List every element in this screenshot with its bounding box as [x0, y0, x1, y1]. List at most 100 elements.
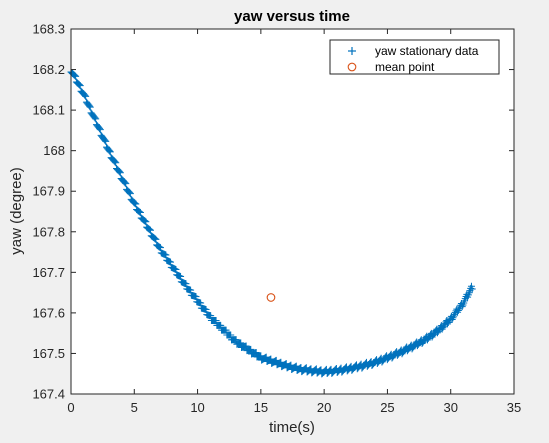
x-tick-label: 25 — [380, 400, 394, 415]
axes-box — [70, 28, 515, 395]
x-tick-label: 15 — [254, 400, 268, 415]
data-point-plus — [92, 115, 100, 123]
x-axis-label: time(s) — [269, 419, 315, 436]
data-point-plus — [182, 280, 190, 288]
data-point-plus — [122, 180, 130, 188]
data-point-plus — [106, 148, 114, 156]
y-tick-labels: 167.4 167.5 167.6 167.7 167.8 167.9 168 168.1 16… — [32, 22, 65, 402]
data-point-plus — [202, 306, 210, 314]
data-point-plus — [86, 102, 94, 110]
x-tick-label: 10 — [190, 400, 204, 415]
y-tick-label: 167.8 — [32, 224, 65, 239]
data-point-plus — [75, 80, 83, 88]
legend-marker-circle — [347, 62, 357, 72]
x-tick-label: 30 — [443, 400, 457, 415]
data-point-plus — [91, 114, 99, 122]
chart-title: yaw versus time — [234, 8, 350, 25]
data-point-plus — [237, 339, 245, 347]
series-yaw-stationary-data — [67, 68, 476, 378]
data-point-plus — [217, 321, 225, 329]
data-point-plus — [212, 316, 220, 324]
data-point-plus — [468, 285, 476, 293]
data-point-plus — [111, 158, 119, 166]
data-point-plus — [438, 325, 446, 333]
data-point-plus — [146, 226, 154, 234]
data-point-plus — [70, 71, 78, 79]
data-point-plus — [448, 316, 456, 324]
legend-marker-plus — [348, 47, 356, 55]
data-point-plus — [101, 136, 109, 144]
data-point-plus — [434, 327, 442, 335]
data-point-plus — [242, 342, 250, 350]
y-tick-label: 167.9 — [32, 184, 65, 199]
legend: yaw stationary data mean point — [329, 39, 500, 75]
data-point-plus — [152, 235, 160, 243]
data-point-plus — [126, 190, 134, 198]
data-point-plus — [102, 137, 110, 145]
data-point-plus — [435, 326, 443, 334]
data-point-plus — [227, 331, 235, 339]
data-point-plus — [82, 92, 90, 100]
data-point-plus — [86, 103, 94, 111]
data-point-plus — [167, 258, 175, 266]
data-point-plus — [445, 317, 453, 325]
data-point-plus — [162, 251, 170, 259]
data-point-plus — [71, 72, 79, 80]
data-point-plus — [105, 146, 113, 154]
data-point-plus — [132, 200, 140, 208]
data-point-plus — [454, 308, 462, 316]
legend-entry-yaw-data: yaw stationary data — [375, 44, 479, 58]
y-tick-label: 168 — [43, 143, 65, 158]
data-point-plus — [439, 324, 447, 332]
data-point-plus — [125, 188, 133, 196]
data-point-plus — [222, 326, 230, 334]
legend-box — [329, 39, 500, 75]
data-point-plus — [142, 218, 150, 226]
data-layer — [67, 68, 476, 378]
data-point-plus — [81, 91, 89, 99]
data-point-plus — [140, 216, 148, 224]
data-point-plus — [444, 318, 452, 326]
data-point-plus — [454, 307, 462, 315]
data-point-plus — [141, 217, 149, 225]
x-tick-label: 0 — [67, 400, 74, 415]
data-point-plus — [72, 72, 80, 80]
data-point-plus — [76, 82, 84, 90]
x-tick-label: 35 — [507, 400, 521, 415]
x-tick-label: 20 — [317, 400, 331, 415]
y-tick-label: 168.2 — [32, 62, 65, 77]
data-point-plus — [177, 273, 185, 281]
data-point-plus — [449, 314, 457, 322]
data-point-plus — [96, 125, 104, 133]
data-point-plus — [150, 234, 158, 242]
data-point-plus — [135, 207, 143, 215]
data-point-plus — [146, 226, 154, 234]
data-point-plus — [136, 209, 144, 217]
data-point-plus — [172, 265, 180, 273]
data-point-plus — [115, 167, 123, 175]
y-axis-label: yaw (degree) — [8, 167, 25, 255]
x-tick-labels: 0 5 10 15 20 25 30 35 — [67, 400, 521, 415]
data-point-plus — [75, 81, 83, 89]
data-point-plus — [116, 169, 124, 177]
data-point-plus — [130, 199, 138, 207]
y-tick-label: 167.6 — [32, 305, 65, 320]
data-point-plus — [96, 126, 104, 134]
data-point-plus — [145, 225, 153, 233]
data-point-plus — [232, 336, 240, 344]
data-point-plus — [192, 293, 200, 301]
data-point-plus — [116, 168, 124, 176]
data-point-plus — [252, 348, 260, 356]
data-point-plus — [247, 345, 255, 353]
data-point-plus — [120, 178, 128, 186]
data-point-plus — [440, 321, 448, 329]
y-tick-label: 168.3 — [32, 22, 65, 37]
data-point-plus — [121, 179, 129, 187]
data-point-plus — [157, 244, 165, 252]
data-point-plus — [126, 189, 134, 197]
data-point-plus — [187, 286, 195, 294]
data-point-plus — [131, 199, 139, 207]
legend-entry-mean-point: mean point — [375, 60, 435, 74]
data-point-plus — [458, 303, 466, 311]
